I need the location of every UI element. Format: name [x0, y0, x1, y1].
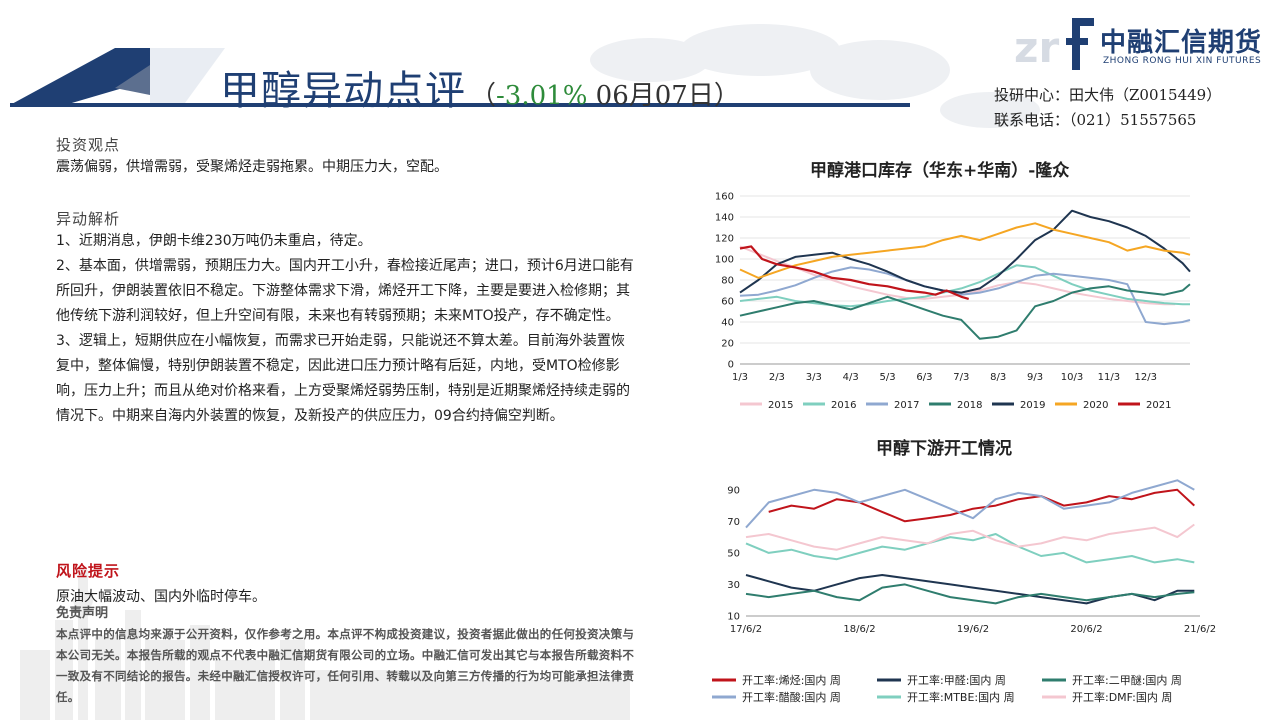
series-line-3 — [739, 266, 1191, 326]
legend-label: 开工率:二甲醚:国内 周 — [1072, 673, 1182, 687]
port-inventory-chart: 0 20 40 60 80 100 120 140 160 1/3 2/3 3/3 4/3 5/3 6/3 7… — [715, 192, 1191, 411]
legend-label: 2017 — [894, 400, 919, 411]
y-tick-label: 90 — [727, 485, 740, 496]
y-tick-label: 10 — [727, 612, 740, 623]
header-triangle-light — [115, 65, 150, 95]
series-line-6 — [745, 523, 1195, 551]
y-tick-label: 120 — [715, 234, 734, 245]
legend-label: 2020 — [1083, 400, 1108, 411]
analysis-heading: 异动解析 — [56, 210, 121, 228]
x-tick-label: 7/3 — [953, 372, 969, 383]
y-tick-label: 20 — [721, 339, 734, 350]
x-tick-label: 12/3 — [1135, 372, 1157, 383]
x-tick-label: 6/3 — [916, 372, 932, 383]
x-tick-label: 17/6/2 — [730, 624, 762, 635]
y-tick-label: 160 — [715, 192, 734, 203]
analysis-point-1: 1、近期消息，伊朗卡维230万吨仍未重启，待定。 — [56, 233, 372, 249]
x-tick-label: 21/6/2 — [1184, 624, 1216, 635]
y-tick-label: 50 — [727, 548, 740, 559]
page-title: 甲醇异动点评 （-3.01% 06月07日） — [220, 58, 740, 114]
disclaimer-heading: 免责声明 — [56, 606, 109, 621]
view-heading: 投资观点 — [56, 136, 121, 154]
logo-text-cn: 中融汇信期货 — [1100, 28, 1263, 58]
city-skyline-watermark — [20, 570, 630, 720]
title-close-paren: ） — [713, 81, 740, 111]
x-tick-label: 8/3 — [990, 372, 1006, 383]
disclaimer-text: 本点评中的信息均来源于公开资料，仅作参考之用。本点评不构成投资建议，投资者据此做… — [56, 627, 635, 704]
series-line-7 — [739, 245, 970, 300]
x-tick-label: 2/3 — [769, 372, 785, 383]
contact-info: 投研中心：田大伟（Z0015449） 联系电话：（021）51557565 — [994, 83, 1221, 133]
legend-label: 开工率:醋酸:国内 周 — [742, 690, 841, 704]
view-text: 震荡偏弱，供增需弱，受聚烯烃走弱拖累。中期压力大，空配。 — [56, 159, 448, 175]
title-open-paren: （ — [470, 81, 497, 111]
x-tick-label: 4/3 — [843, 372, 859, 383]
world-map-watermark — [590, 24, 1040, 128]
title-change-pct: -3.01% — [496, 81, 588, 111]
x-tick-label: 20/6/2 — [1070, 624, 1102, 635]
series-line-5 — [745, 533, 1195, 564]
chart2-title: 甲醇下游开工情况 — [876, 439, 1012, 459]
x-tick-label: 5/3 — [879, 372, 895, 383]
risk-block: 风险提示 原油大幅波动、国内外临时停车。 — [56, 560, 266, 610]
analysis-point-2: 2、基本面，供增需弱，预期压力大。国内开工小升，春检接近尾声；进口，预计6月进口… — [56, 258, 634, 324]
legend-label: 2016 — [831, 400, 856, 411]
downstream-operating-rate-chart: 10 30 50 70 90 17/6/2 18/6/2 19/6/2 20/6/2 21/6/2… — [712, 479, 1216, 704]
series-line-5 — [739, 209, 1191, 294]
header-decoration — [10, 24, 1040, 128]
x-tick-label: 9/3 — [1027, 372, 1043, 383]
series-line-4 — [739, 283, 1191, 340]
y-tick-label: 60 — [721, 297, 734, 308]
logo-zr-watermark: zr — [1014, 23, 1059, 72]
y-tick-label: 80 — [721, 276, 734, 287]
commentary-column: 投资观点 震荡偏弱，供增需弱，受聚烯烃走弱拖累。中期压力大，空配。 异动解析 1… — [56, 128, 636, 429]
series-line-3 — [745, 583, 1195, 605]
y-tick-label: 40 — [721, 318, 734, 329]
header-rule — [10, 103, 910, 107]
legend-label: 2018 — [957, 400, 982, 411]
header-triangle-dark — [10, 48, 150, 105]
series-line-1 — [768, 488, 1195, 523]
legend-label: 开工率:MTBE:国内 周 — [907, 690, 1015, 704]
title-subtitle: （-3.01% 06月07日） — [470, 75, 740, 112]
logo-text-en: ZHONG RONG HUI XIN FUTURES — [1103, 56, 1262, 66]
series-line-6 — [739, 222, 1191, 279]
legend-label: 开工率:DMF:国内 周 — [1072, 690, 1172, 704]
contact-phone: 联系电话：（021）51557565 — [994, 111, 1197, 129]
title-main: 甲醇异动点评 — [220, 68, 466, 114]
x-tick-label: 19/6/2 — [957, 624, 989, 635]
title-date: 06月07日 — [587, 81, 714, 111]
legend-label: 开工率:甲醛:国内 周 — [907, 673, 1006, 687]
x-tick-label: 10/3 — [1061, 372, 1083, 383]
y-tick-label: 30 — [727, 580, 740, 591]
company-logo: zr — [1014, 18, 1094, 72]
logo-f-top — [1072, 18, 1094, 26]
x-tick-label: 11/3 — [1098, 372, 1120, 383]
x-tick-label: 1/3 — [732, 372, 748, 383]
x-tick-label: 18/6/2 — [843, 624, 875, 635]
y-tick-label: 70 — [727, 517, 740, 528]
y-tick-label: 100 — [715, 255, 734, 266]
y-tick-label: 140 — [715, 213, 734, 224]
risk-heading: 风险提示 — [56, 562, 121, 580]
legend-label: 开工率:烯烃:国内 周 — [742, 673, 841, 687]
header-shade — [150, 48, 225, 103]
legend-label: 2021 — [1146, 400, 1171, 411]
series-line-2 — [739, 264, 1190, 308]
legend-label: 2015 — [768, 400, 793, 411]
risk-text: 原油大幅波动、国内外临时停车。 — [56, 589, 266, 605]
series-line-4 — [745, 479, 1195, 529]
y-tick-label: 0 — [728, 360, 734, 371]
logo-f-bar — [1066, 38, 1088, 45]
x-tick-label: 3/3 — [806, 372, 822, 383]
analysis-point-3: 3、逻辑上，短期供应在小幅恢复，而需求已开始走弱，只能说还不算太差。目前海外装置… — [56, 333, 630, 424]
contact-analyst: 投研中心：田大伟（Z0015449） — [994, 86, 1222, 104]
chart1-title: 甲醇港口库存（华东+华南）-隆众 — [810, 161, 1070, 181]
legend-label: 2019 — [1020, 400, 1045, 411]
